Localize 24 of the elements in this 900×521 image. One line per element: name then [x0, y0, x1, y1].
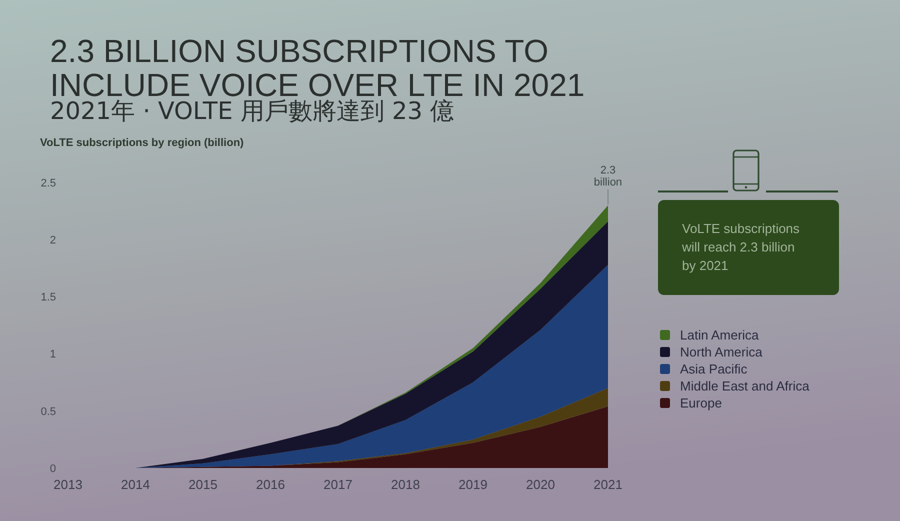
- y-tick-label: 0: [50, 462, 56, 475]
- legend-label: Latin America: [680, 328, 760, 343]
- x-tick-label: 2017: [324, 477, 352, 492]
- legend-label: Middle East and Africa: [680, 378, 810, 394]
- x-tick-label: 2020: [526, 477, 555, 492]
- x-tick-label: 2015: [188, 477, 218, 492]
- x-tick-label: 2016: [256, 477, 285, 492]
- legend-label: Europe: [680, 396, 722, 411]
- legend-label: North America: [680, 344, 764, 360]
- chart-subtitle: 2021年 · VOLTE 用戶數將達到 23 億: [50, 97, 454, 125]
- x-tick-label: 2021: [594, 477, 622, 492]
- legend-label: Asia Pacific: [680, 362, 748, 377]
- y-axis-title: VoLTE subscriptions by region (billion): [40, 137, 244, 149]
- annotation: 2.3 billion: [594, 164, 622, 188]
- x-tick-label: 2019: [458, 477, 488, 492]
- x-tick-label: 2018: [391, 477, 420, 492]
- y-tick-label: 1.5: [40, 292, 56, 304]
- y-tick-label: 0.5: [40, 406, 56, 418]
- x-tick-label: 2013: [54, 477, 82, 492]
- y-tick-label: 2: [50, 234, 56, 246]
- y-tick-label: 2.5: [40, 177, 56, 190]
- x-tick-label: 2014: [121, 477, 150, 492]
- text: VoLTE subscriptions will reach 2.3 billion by 2021: [681, 221, 800, 273]
- y-tick-label: 1: [50, 348, 56, 361]
